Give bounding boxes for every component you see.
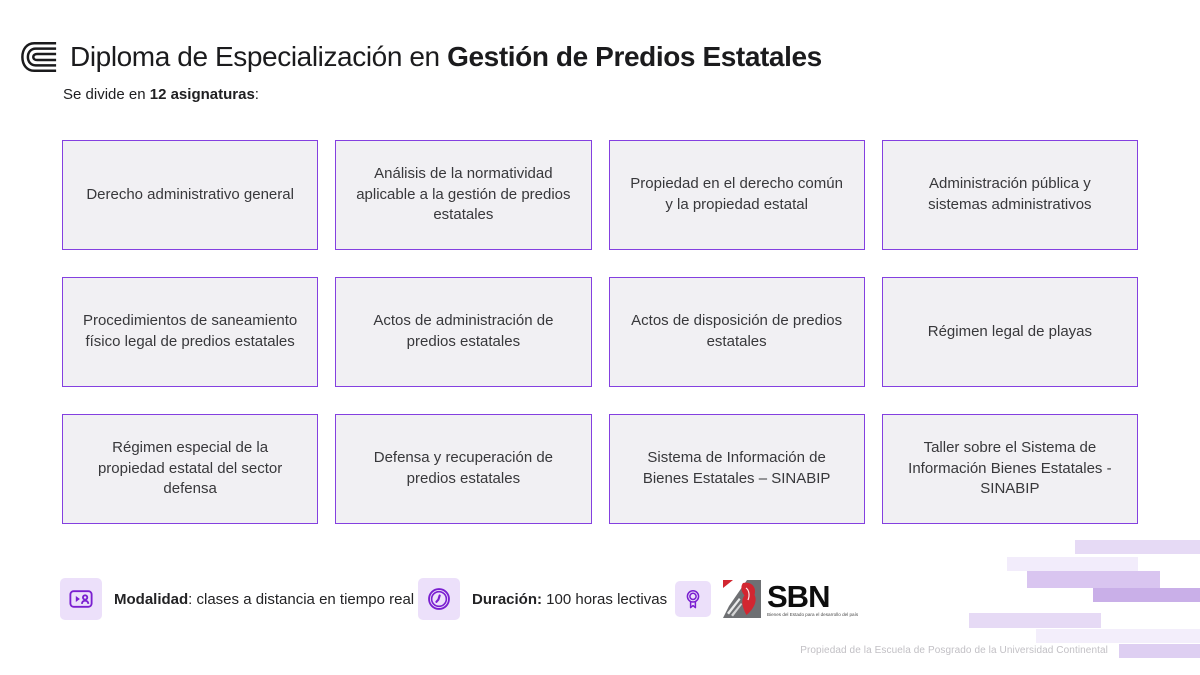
course-card-10: Defensa y recuperación de predios estata… xyxy=(335,414,592,524)
decorative-bar xyxy=(1036,629,1200,643)
course-card-4: Administración pública y sistemas admini… xyxy=(881,140,1138,250)
sbn-tagline: Bienes del Estado para el desarrollo del… xyxy=(767,611,859,617)
video-class-icon xyxy=(60,578,102,620)
course-card-6: Actos de administración de predios estat… xyxy=(335,277,592,387)
sbn-wordmark: SBN Bienes del Estado para el desarrollo… xyxy=(767,581,858,618)
course-label: Análisis de la normatividad aplicable a … xyxy=(356,164,571,224)
course-label: Propiedad en el derecho común y la propi… xyxy=(630,175,843,213)
course-card-12: Taller sobre el Sistema de Información B… xyxy=(881,414,1138,524)
course-label: Taller sobre el Sistema de Información B… xyxy=(908,438,1112,498)
course-label: Sistema de Información de Bienes Estatal… xyxy=(642,449,831,487)
subtitle: Se divide en 12 asignaturas: xyxy=(63,86,259,103)
course-label: Actos de disposición de predios estatale… xyxy=(631,312,843,350)
duration-text: Duración: 100 horas lectivas xyxy=(472,591,667,608)
course-card-8: Régimen legal de playas xyxy=(881,277,1138,387)
course-card-2: Análisis de la normatividad aplicable a … xyxy=(335,140,592,250)
course-label: Régimen legal de playas xyxy=(927,322,1093,340)
course-label: Régimen especial de la propiedad estatal… xyxy=(97,438,283,498)
sbn-name: SBN xyxy=(767,578,830,614)
decorative-bar xyxy=(1075,540,1200,554)
duration-label: Duración: xyxy=(472,590,543,608)
decorative-bar xyxy=(1007,557,1138,571)
subtitle-count: 12 asignaturas xyxy=(149,86,255,103)
sbn-logo-icon xyxy=(723,580,761,618)
page-title-regular: Diploma de Especialización en xyxy=(70,41,448,72)
course-card-5: Procedimientos de saneamiento físico leg… xyxy=(62,277,319,387)
duration-item: Duración: 100 horas lectivas xyxy=(418,578,667,620)
course-label: Derecho administrativo general xyxy=(86,185,294,203)
course-card-3: Propiedad en el derecho común y la propi… xyxy=(608,140,865,250)
decorative-bar xyxy=(1093,588,1200,602)
modality-value: : clases a distancia en tiempo real xyxy=(188,590,415,608)
course-grid: Derecho administrativo general Análisis … xyxy=(62,140,1138,524)
clock-icon xyxy=(418,578,460,620)
course-card-9: Régimen especial de la propiedad estatal… xyxy=(62,414,319,524)
modality-item: Modalidad: clases a distancia en tiempo … xyxy=(60,578,414,620)
modality-label: Modalidad xyxy=(114,590,189,608)
course-card-1: Derecho administrativo general xyxy=(62,140,319,250)
course-label: Procedimientos de saneamiento físico leg… xyxy=(82,312,298,350)
page-title: Diploma de Especialización en Gestión de… xyxy=(70,41,822,73)
subtitle-prefix: Se divide en xyxy=(63,86,150,103)
medal-icon xyxy=(675,581,711,617)
sbn-logo: SBN Bienes del Estado para el desarrollo… xyxy=(723,580,858,618)
decorative-bar xyxy=(1119,644,1200,658)
modality-text: Modalidad: clases a distancia en tiempo … xyxy=(114,591,414,608)
header: Diploma de Especialización en Gestión de… xyxy=(20,40,822,74)
copyright-note: Propiedad de la Escuela de Posgrado de l… xyxy=(800,645,1108,656)
course-card-7: Actos de disposición de predios estatale… xyxy=(608,277,865,387)
page-title-bold: Gestión de Predios Estatales xyxy=(447,41,822,72)
certification-item: SBN Bienes del Estado para el desarrollo… xyxy=(675,578,858,620)
continental-logo-icon xyxy=(21,41,57,73)
decorative-bar xyxy=(969,613,1101,628)
duration-value: 100 horas lectivas xyxy=(542,590,668,608)
course-label: Defensa y recuperación de predios estata… xyxy=(373,449,554,487)
decorative-bar xyxy=(1027,571,1160,588)
course-card-11: Sistema de Información de Bienes Estatal… xyxy=(608,414,865,524)
course-label: Actos de administración de predios estat… xyxy=(373,312,554,350)
course-label: Administración pública y sistemas admini… xyxy=(928,175,1092,213)
subtitle-suffix: : xyxy=(254,86,259,103)
